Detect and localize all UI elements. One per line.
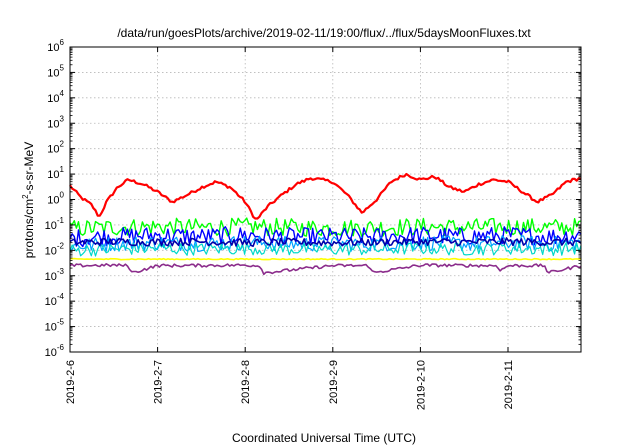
y-tick-exp: -5 [57,318,65,327]
y-tick-exp: 4 [60,89,65,98]
series-line-2 [69,226,582,248]
y-axis-label-post: -s-sr-MeV [22,142,36,195]
y-tick-base: 10 [47,93,59,105]
y-tick-exp: -2 [57,241,65,250]
series-line-6 [69,257,582,261]
series-line-3 [69,235,582,252]
y-axis-label-sup: 2 [21,194,30,199]
y-tick-label: 10-6 [45,343,65,359]
y-tick-base: 10 [47,195,59,207]
series-line-5 [69,237,582,247]
x-axis-label: Coordinated Universal Time (UTC) [232,431,416,445]
y-tick-label: 106 [47,38,64,54]
x-tick-label: 2019-2-11 [503,360,515,409]
y-tick-base: 10 [45,296,57,308]
y-tick-base: 10 [47,144,59,156]
y-tick-base: 10 [47,118,59,130]
x-axis: 2019-2-6 2019-2-7 2019-2-8 2019-2-9 2019-2-1… [65,47,515,410]
y-tick-label: 10-5 [45,318,65,334]
chart-title: /data/run/goesPlots/archive/2019-02-11/1… [117,26,531,40]
y-tick-exp: 2 [60,140,65,149]
x-tick-label: 2019-2-10 [415,360,427,410]
x-tick-label: 2019-2-7 [153,360,165,404]
y-tick-label: 105 [47,63,64,79]
y-tick-base: 10 [47,67,59,79]
y-axis-label-pre: protons/cm [22,199,36,258]
x-tick-label: 2019-2-9 [328,360,340,404]
x-tick-label: 2019-2-8 [240,360,252,404]
y-tick-exp: -1 [57,216,65,225]
y-tick-label: 100 [47,191,64,207]
y-tick-exp: 3 [60,114,65,123]
y-tick-exp: -4 [57,292,65,301]
y-tick-base: 10 [47,169,59,181]
y-tick-label: 101 [47,165,64,181]
y-tick-label: 10-2 [45,241,65,257]
y-tick-base: 10 [45,271,57,283]
grid-layer [69,46,581,353]
y-tick-base: 10 [47,42,59,54]
y-tick-base: 10 [45,347,57,359]
y-tick-exp: -3 [57,267,65,276]
y-tick-label: 103 [47,114,64,130]
y-tick-label: 102 [47,140,64,156]
series-line-0 [69,172,582,220]
y-tick-label: 104 [47,89,64,105]
series-line-7 [69,263,582,276]
y-tick-label: 10-4 [45,292,65,308]
y-tick-label: 10-1 [45,216,65,232]
series-layer [69,172,582,276]
y-tick-exp: 6 [60,38,65,47]
y-tick-exp: 1 [60,165,65,174]
y-tick-base: 10 [45,322,57,334]
x-tick-label: 2019-2-6 [65,360,77,404]
y-axis: 10-610-510-410-310-210-11001011021031041… [45,38,581,359]
y-tick-label: 10-3 [45,267,65,283]
y-tick-exp: 0 [60,191,65,200]
y-tick-exp: -6 [57,343,65,352]
y-tick-exp: 5 [60,63,65,72]
y-axis-label: protons/cm2-s-sr-MeV [21,142,36,258]
y-tick-base: 10 [45,220,57,232]
y-tick-base: 10 [45,245,57,257]
